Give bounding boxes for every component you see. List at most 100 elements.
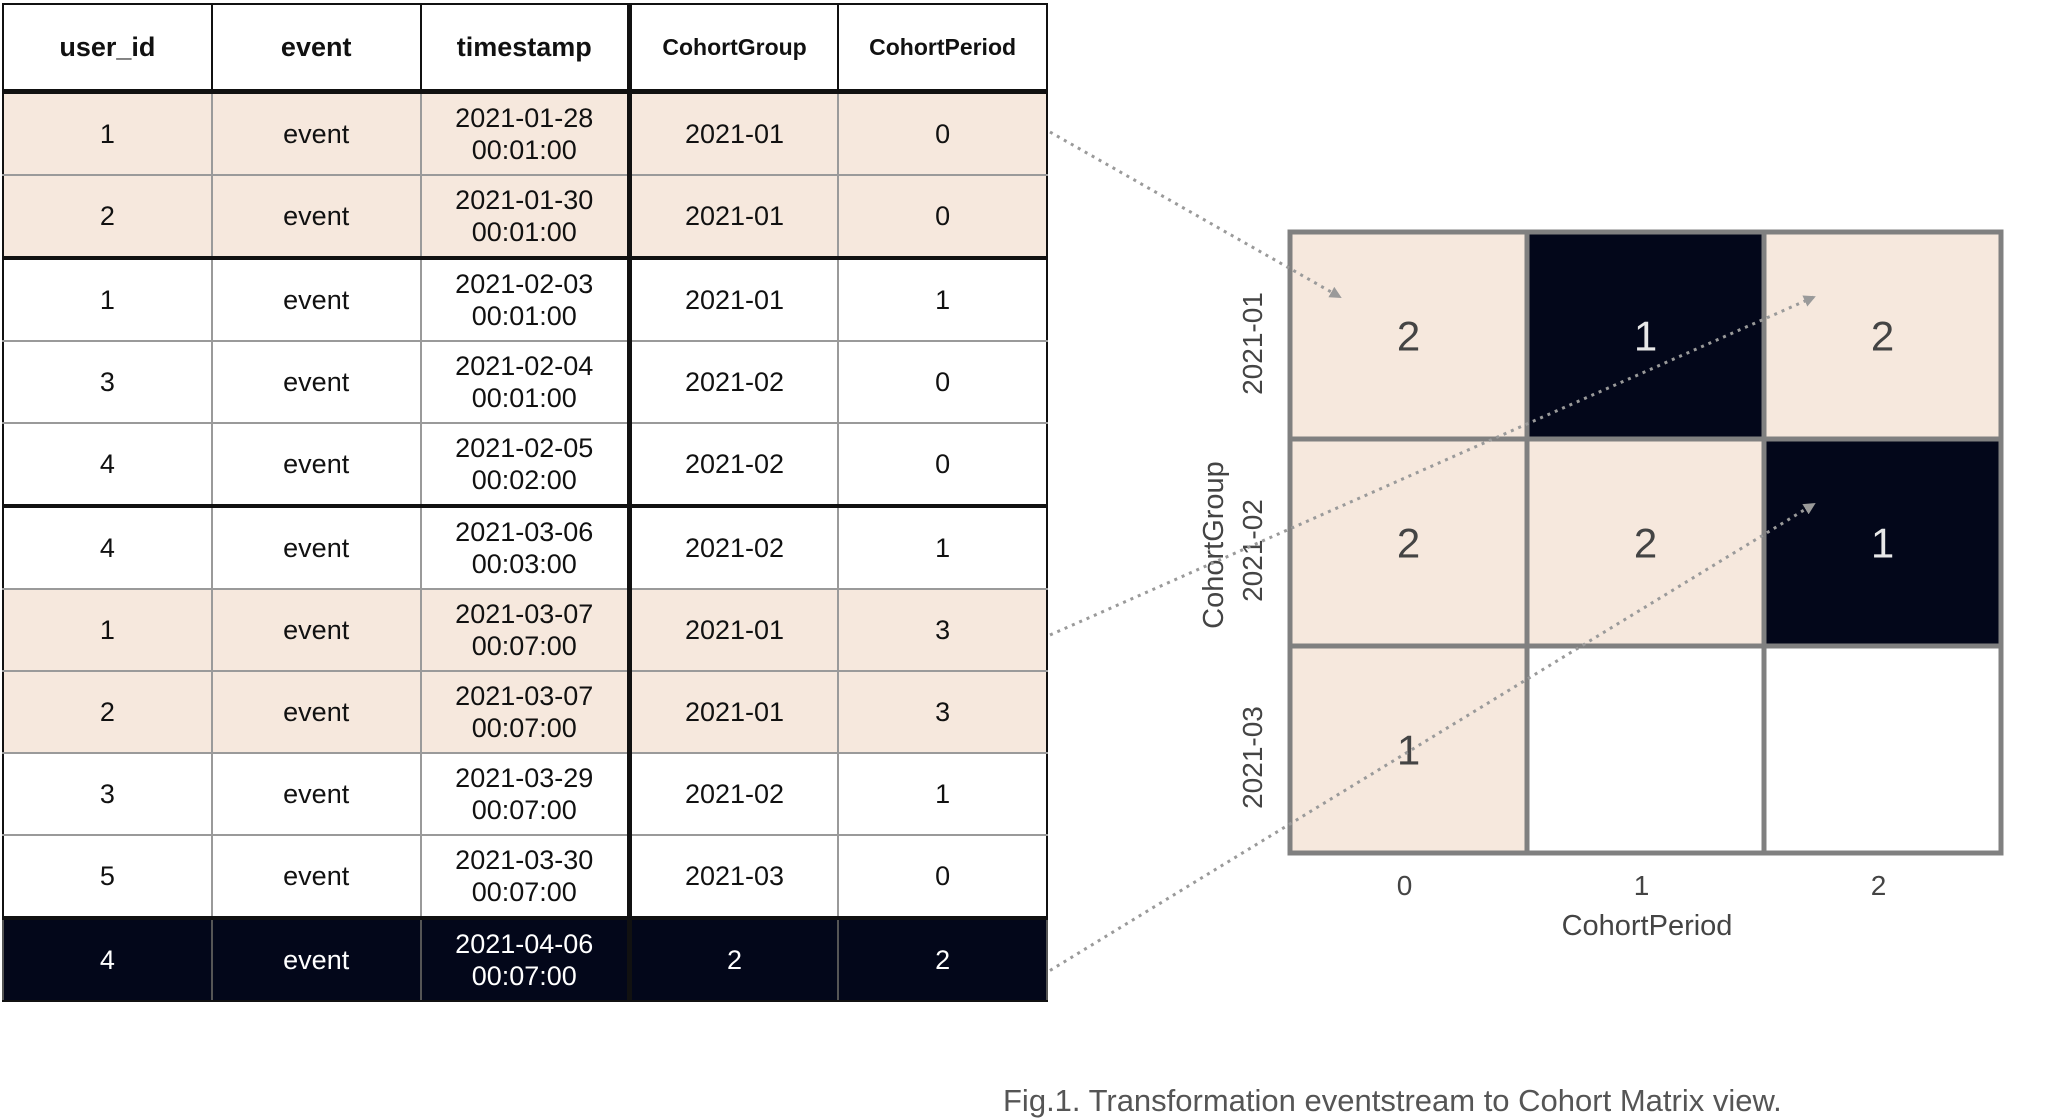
cell-cohort-period: 2 <box>837 917 1048 1002</box>
timestamp-date: 2021-03-07 <box>455 599 594 629</box>
cell-cohort-group: 2021-01 <box>626 174 840 260</box>
arrow-layer <box>1049 130 1816 972</box>
cell-event: event <box>210 917 422 1002</box>
cell-cohort-group: 2021-01 <box>626 670 840 754</box>
matrix-cell-value: 2 <box>1397 313 1420 360</box>
matrix-cell <box>1761 436 2004 649</box>
timestamp-time: 00:07:00 <box>471 631 577 661</box>
cell-cohort-group: 2021-02 <box>626 340 840 424</box>
cell-cohort-period: 0 <box>837 174 1048 260</box>
timestamp-date: 2021-02-03 <box>455 269 594 299</box>
cell-timestamp: 2021-03-07 00:07:00 <box>419 588 631 672</box>
table-row: 1 event 2021-03-07 00:07:00 2021-01 3 <box>2 588 1048 672</box>
cell-event: event <box>210 257 422 342</box>
cell-timestamp: 2021-03-06 00:03:00 <box>419 505 631 590</box>
mapping-arrow <box>1049 295 1816 637</box>
cell-cohort-period: 1 <box>837 257 1048 342</box>
matrix-row-label: 2021-01 <box>1237 292 1268 395</box>
cell-user-id: 1 <box>2 588 213 672</box>
cell-user-id: 3 <box>2 340 213 424</box>
matrix-cell <box>1287 229 1530 442</box>
timestamp-time: 00:07:00 <box>471 713 577 743</box>
cell-user-id: 2 <box>2 670 213 754</box>
matrix-col-label: 1 <box>1634 870 1650 901</box>
cell-event: event <box>210 752 422 836</box>
cell-timestamp: 2021-02-03 00:01:00 <box>419 257 631 342</box>
cell-event: event <box>210 670 422 754</box>
cell-cohort-group: 2021-01 <box>626 90 840 176</box>
cell-timestamp: 2021-04-06 00:07:00 <box>419 917 631 1002</box>
cell-event: event <box>210 588 422 672</box>
matrix-cell <box>1287 643 1530 856</box>
timestamp-date: 2021-04-06 <box>455 929 594 959</box>
cell-user-id: 2 <box>2 174 213 260</box>
cell-cohort-period: 0 <box>837 834 1048 920</box>
table-row: 4 event 2021-03-06 00:03:00 2021-02 1 <box>2 505 1048 590</box>
table-row: 2 event 2021-01-30 00:01:00 2021-01 0 <box>2 174 1048 260</box>
cell-cohort-group: 2021-02 <box>626 422 840 508</box>
header-timestamp: timestamp <box>419 3 631 94</box>
cell-cohort-group: 2021-02 <box>626 505 840 590</box>
cell-timestamp: 2021-03-07 00:07:00 <box>419 670 631 754</box>
cell-cohort-period: 0 <box>837 340 1048 424</box>
timestamp-time: 00:07:00 <box>471 961 577 991</box>
y-axis-title: CohortGroup <box>1198 461 1230 629</box>
cell-event: event <box>210 340 422 424</box>
cell-event: event <box>210 90 422 176</box>
timestamp-time: 00:07:00 <box>471 877 577 907</box>
timestamp-time: 00:07:00 <box>471 795 577 825</box>
cell-event: event <box>210 422 422 508</box>
header-cohort-group: CohortGroup <box>626 3 840 94</box>
cell-timestamp: 2021-02-05 00:02:00 <box>419 422 631 508</box>
cell-cohort-period: 0 <box>837 422 1048 508</box>
matrix-cell-value: 1 <box>1634 313 1657 360</box>
matrix-cell-value: 2 <box>1634 520 1657 567</box>
cell-user-id: 4 <box>2 505 213 590</box>
matrix-col-label: 2 <box>1871 870 1887 901</box>
cell-cohort-group: 2021-01 <box>626 257 840 342</box>
timestamp-time: 00:03:00 <box>471 549 577 579</box>
cell-user-id: 4 <box>2 917 213 1002</box>
cell-timestamp: 2021-01-30 00:01:00 <box>419 174 631 260</box>
cell-cohort-group: 2 <box>626 917 840 1002</box>
cell-cohort-period: 0 <box>837 90 1048 176</box>
cell-event: event <box>210 505 422 590</box>
timestamp-date: 2021-02-05 <box>455 433 594 463</box>
event-table: user_id event timestamp CohortGroup Coho… <box>2 3 1048 1002</box>
cell-event: event <box>210 834 422 920</box>
timestamp-date: 2021-03-06 <box>455 517 594 547</box>
cell-user-id: 1 <box>2 90 213 176</box>
timestamp-date: 2021-03-29 <box>455 763 594 793</box>
timestamp-date: 2021-03-30 <box>455 845 594 875</box>
matrix-cell-value: 2 <box>1871 313 1894 360</box>
table-row: 1 event 2021-02-03 00:01:00 2021-01 1 <box>2 257 1048 342</box>
matrix-cell-value: 1 <box>1871 520 1894 567</box>
cell-cohort-group: 2021-01 <box>626 588 840 672</box>
cell-user-id: 1 <box>2 257 213 342</box>
matrix-cell <box>1761 229 2004 442</box>
timestamp-date: 2021-03-07 <box>455 681 594 711</box>
matrix-cell <box>1761 643 2004 856</box>
cell-timestamp: 2021-02-04 00:01:00 <box>419 340 631 424</box>
header-user-id: user_id <box>2 3 213 94</box>
timestamp-time: 00:02:00 <box>471 465 577 495</box>
table-row: 1 event 2021-01-28 00:01:00 2021-01 0 <box>2 90 1048 176</box>
table-body: 1 event 2021-01-28 00:01:00 2021-01 0 2 event 20… <box>2 90 1048 1002</box>
timestamp-time: 00:01:00 <box>471 301 577 331</box>
timestamp-date: 2021-01-28 <box>455 103 594 133</box>
cell-cohort-period: 1 <box>837 752 1048 836</box>
cell-cohort-period: 3 <box>837 588 1048 672</box>
matrix-row-label: 2021-03 <box>1237 706 1268 809</box>
figure-caption: Fig.1. Transformation eventstream to Coh… <box>1003 1083 1782 1118</box>
cell-user-id: 4 <box>2 422 213 508</box>
header-event: event <box>210 3 422 94</box>
cell-cohort-period: 3 <box>837 670 1048 754</box>
matrix-cell-value: 1 <box>1397 727 1420 774</box>
header-cohort-period: CohortPeriod <box>837 3 1048 94</box>
timestamp-date: 2021-01-30 <box>455 185 594 215</box>
matrix-col-label: 0 <box>1397 870 1413 901</box>
table-row: 4 event 2021-02-05 00:02:00 2021-02 0 <box>2 422 1048 508</box>
timestamp-time: 00:01:00 <box>471 383 577 413</box>
